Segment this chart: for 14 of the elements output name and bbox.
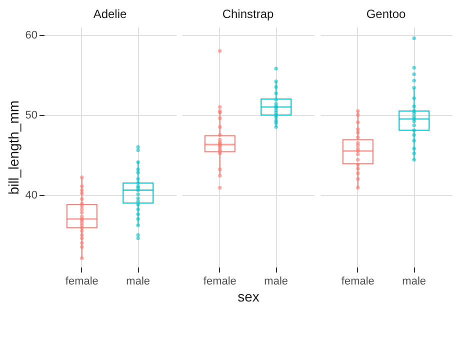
x-axis-title: sex — [238, 288, 260, 304]
chart-title: Gentoo — [366, 7, 406, 21]
chart-title: Adelie — [93, 7, 128, 21]
x-tick-label: female — [341, 276, 374, 288]
y-tick-label: 40 — [25, 190, 38, 202]
chart-title: Chinstrap — [222, 7, 274, 21]
x-tick-label: male — [402, 276, 426, 288]
x-tick-label: male — [264, 276, 288, 288]
y-tick-label: 60 — [25, 30, 38, 42]
y-axis-title: bill_length_mm — [5, 100, 22, 195]
x-tick-label: female — [203, 276, 236, 288]
y-tick-label: 50 — [25, 110, 38, 122]
x-tick-label: male — [126, 276, 150, 288]
x-tick-label: female — [65, 276, 98, 288]
